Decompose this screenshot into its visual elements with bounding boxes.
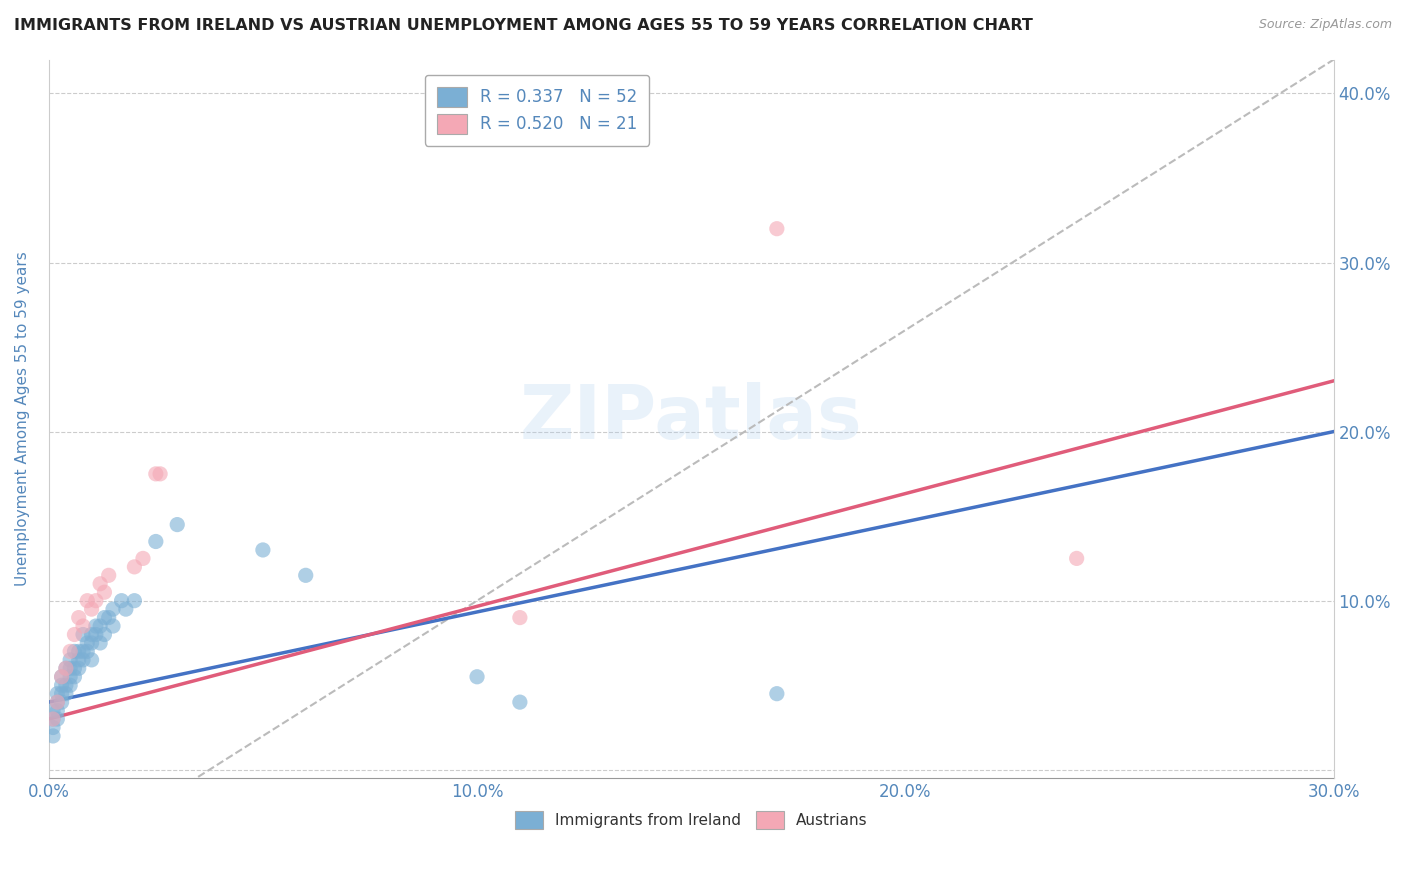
Point [80, 602, 103, 616]
Point [51, 687, 73, 701]
Point [46, 695, 69, 709]
Point [63, 670, 86, 684]
Point [1066, 551, 1088, 566]
Text: ZIPatlas: ZIPatlas [520, 383, 862, 456]
Point [80, 627, 103, 641]
Point [89, 576, 111, 591]
Point [84, 619, 107, 633]
Point [110, 593, 132, 607]
Y-axis label: Unemployment Among Ages 55 to 59 years: Unemployment Among Ages 55 to 59 years [15, 252, 30, 586]
Point [72, 644, 94, 658]
Point [72, 653, 94, 667]
Point [509, 610, 531, 624]
Point [46, 704, 69, 718]
Point [67, 610, 90, 624]
Point [89, 636, 111, 650]
Point [115, 602, 138, 616]
Point [51, 670, 73, 684]
Point [80, 636, 103, 650]
Point [67, 661, 90, 675]
Point [72, 619, 94, 633]
Point [101, 602, 124, 616]
Point [67, 644, 90, 658]
Point [63, 627, 86, 641]
Point [42, 704, 65, 718]
Point [42, 721, 65, 735]
Point [59, 661, 82, 675]
Point [46, 687, 69, 701]
Point [72, 627, 94, 641]
Point [294, 568, 316, 582]
Point [766, 687, 789, 701]
Point [252, 543, 274, 558]
Point [67, 653, 90, 667]
Text: IMMIGRANTS FROM IRELAND VS AUSTRIAN UNEMPLOYMENT AMONG AGES 55 TO 59 YEARS CORRE: IMMIGRANTS FROM IRELAND VS AUSTRIAN UNEM… [14, 18, 1033, 33]
Point [89, 619, 111, 633]
Point [124, 593, 146, 607]
Point [93, 627, 115, 641]
Point [80, 653, 103, 667]
Point [55, 661, 77, 675]
Point [124, 559, 146, 574]
Point [59, 670, 82, 684]
Point [63, 661, 86, 675]
Point [76, 593, 98, 607]
Point [42, 712, 65, 726]
Point [766, 221, 789, 235]
Point [42, 729, 65, 743]
Point [59, 678, 82, 692]
Point [93, 585, 115, 599]
Point [42, 712, 65, 726]
Text: Source: ZipAtlas.com: Source: ZipAtlas.com [1258, 18, 1392, 31]
Point [55, 678, 77, 692]
Point [46, 695, 69, 709]
Point [76, 636, 98, 650]
Point [59, 653, 82, 667]
Point [145, 534, 167, 549]
Point [166, 517, 188, 532]
Point [132, 551, 155, 566]
Point [55, 687, 77, 701]
Point [97, 610, 120, 624]
Point [93, 610, 115, 624]
Point [63, 644, 86, 658]
Point [51, 670, 73, 684]
Point [55, 661, 77, 675]
Point [149, 467, 172, 481]
Point [51, 695, 73, 709]
Legend: Immigrants from Ireland, Austrians: Immigrants from Ireland, Austrians [509, 805, 873, 835]
Point [84, 593, 107, 607]
Point [509, 695, 531, 709]
Point [59, 644, 82, 658]
Point [145, 467, 167, 481]
Point [84, 627, 107, 641]
Point [46, 712, 69, 726]
Point [76, 644, 98, 658]
Point [101, 619, 124, 633]
Point [97, 568, 120, 582]
Point [465, 670, 488, 684]
Point [51, 678, 73, 692]
